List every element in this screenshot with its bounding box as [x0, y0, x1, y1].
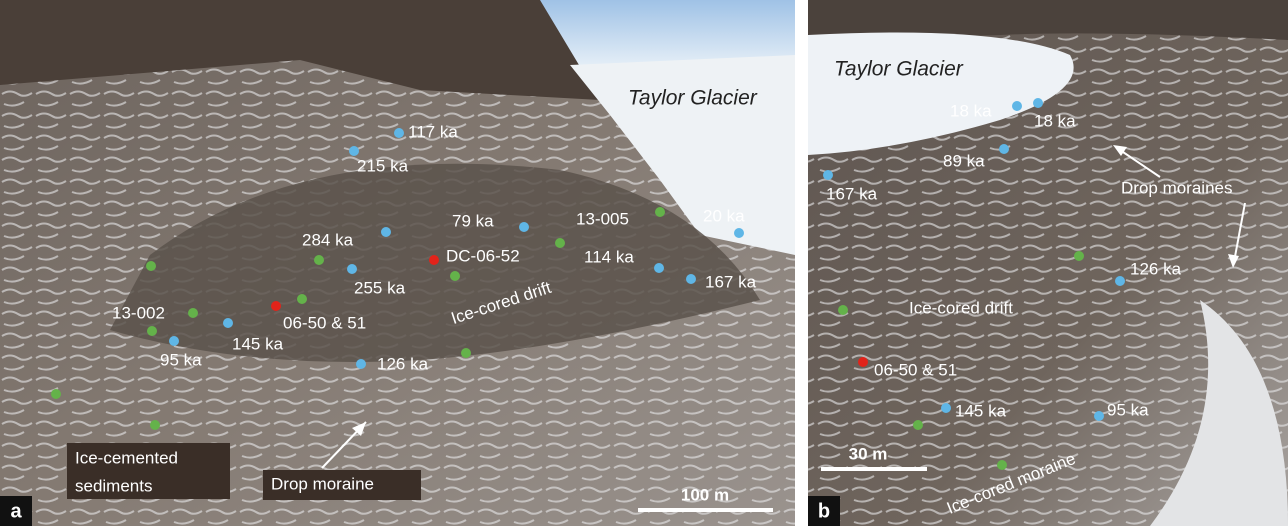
age-label: 18 ka: [950, 101, 992, 120]
age-label: 18 ka: [1034, 111, 1076, 130]
scale-bar: [638, 508, 773, 512]
dot: [734, 228, 744, 238]
panel-a: Taylor Glacier 117: [0, 0, 795, 526]
sample-label: 13-005: [576, 209, 629, 228]
age-label: 145 ka: [955, 401, 1007, 420]
sample-label: 13-002: [112, 303, 165, 322]
age-label: 114 ka: [584, 247, 634, 266]
dot: [147, 326, 157, 336]
unit-label: sediments: [75, 476, 152, 495]
unit-label: Drop moraine: [271, 474, 374, 493]
scale-label: 30 m: [849, 444, 888, 463]
sample-label: DC-06-52: [446, 246, 520, 265]
dot: [188, 308, 198, 318]
dot: [150, 420, 160, 430]
dot: [146, 261, 156, 271]
dot: [1012, 101, 1022, 111]
age-label: 215 ka: [357, 156, 409, 175]
age-label: 79 ka: [452, 211, 494, 230]
age-label: 255 ka: [354, 278, 406, 297]
age-label: 95 ka: [160, 350, 202, 369]
dot: [297, 294, 307, 304]
age-label: 95 ka: [1107, 400, 1149, 419]
panel-b: Taylor Glacier 18 ka 18 ka 89 ka 167 ka …: [808, 0, 1288, 526]
dot: [999, 144, 1009, 154]
dot: [555, 238, 565, 248]
dot: [1115, 276, 1125, 286]
age-label: 145 ka: [232, 334, 284, 353]
dot: [941, 403, 951, 413]
dot: [655, 207, 665, 217]
age-label: 284 ka: [302, 230, 354, 249]
glacier-label: Taylor Glacier: [834, 58, 964, 81]
age-label: 117 ka: [408, 122, 458, 141]
dot: [356, 359, 366, 369]
dot: [519, 222, 529, 232]
dot: [686, 274, 696, 284]
panel-letter: b: [818, 500, 830, 522]
panel-letter: a: [10, 500, 22, 522]
unit-label: Ice-cemented: [75, 448, 178, 467]
dot: [349, 146, 359, 156]
figure: Taylor Glacier 117: [0, 0, 1288, 526]
dot: [271, 301, 281, 311]
dot: [394, 128, 404, 138]
scale-label: 100 m: [681, 485, 729, 504]
age-label: 20 ka: [703, 206, 745, 225]
sample-label: 06-50 & 51: [874, 360, 957, 379]
dot: [347, 264, 357, 274]
dot: [314, 255, 324, 265]
age-label: 167 ka: [826, 184, 878, 203]
dot: [838, 305, 848, 315]
dot: [169, 336, 179, 346]
glacier-label: Taylor Glacier: [628, 87, 758, 110]
dot: [429, 255, 439, 265]
dot: [823, 170, 833, 180]
dot: [913, 420, 923, 430]
age-label: 167 ka: [705, 272, 757, 291]
dot: [461, 348, 471, 358]
unit-label: Drop moraines: [1121, 178, 1233, 197]
sample-label: 06-50 & 51: [283, 313, 366, 332]
dot: [1074, 251, 1084, 261]
scale-bar: [821, 467, 927, 471]
age-label: 89 ka: [943, 151, 985, 170]
dot: [223, 318, 233, 328]
dot: [381, 227, 391, 237]
dot: [51, 389, 61, 399]
dot: [997, 460, 1007, 470]
dot: [1094, 411, 1104, 421]
dot: [858, 357, 868, 367]
age-label: 126 ka: [1130, 259, 1182, 278]
dot: [654, 263, 664, 273]
age-label: 126 ka: [377, 354, 429, 373]
unit-label: Ice-cored drift: [909, 298, 1013, 317]
dot: [1033, 98, 1043, 108]
dot: [450, 271, 460, 281]
page: {"panel_a": {"letter": "a", "glacier": "…: [0, 0, 1288, 526]
